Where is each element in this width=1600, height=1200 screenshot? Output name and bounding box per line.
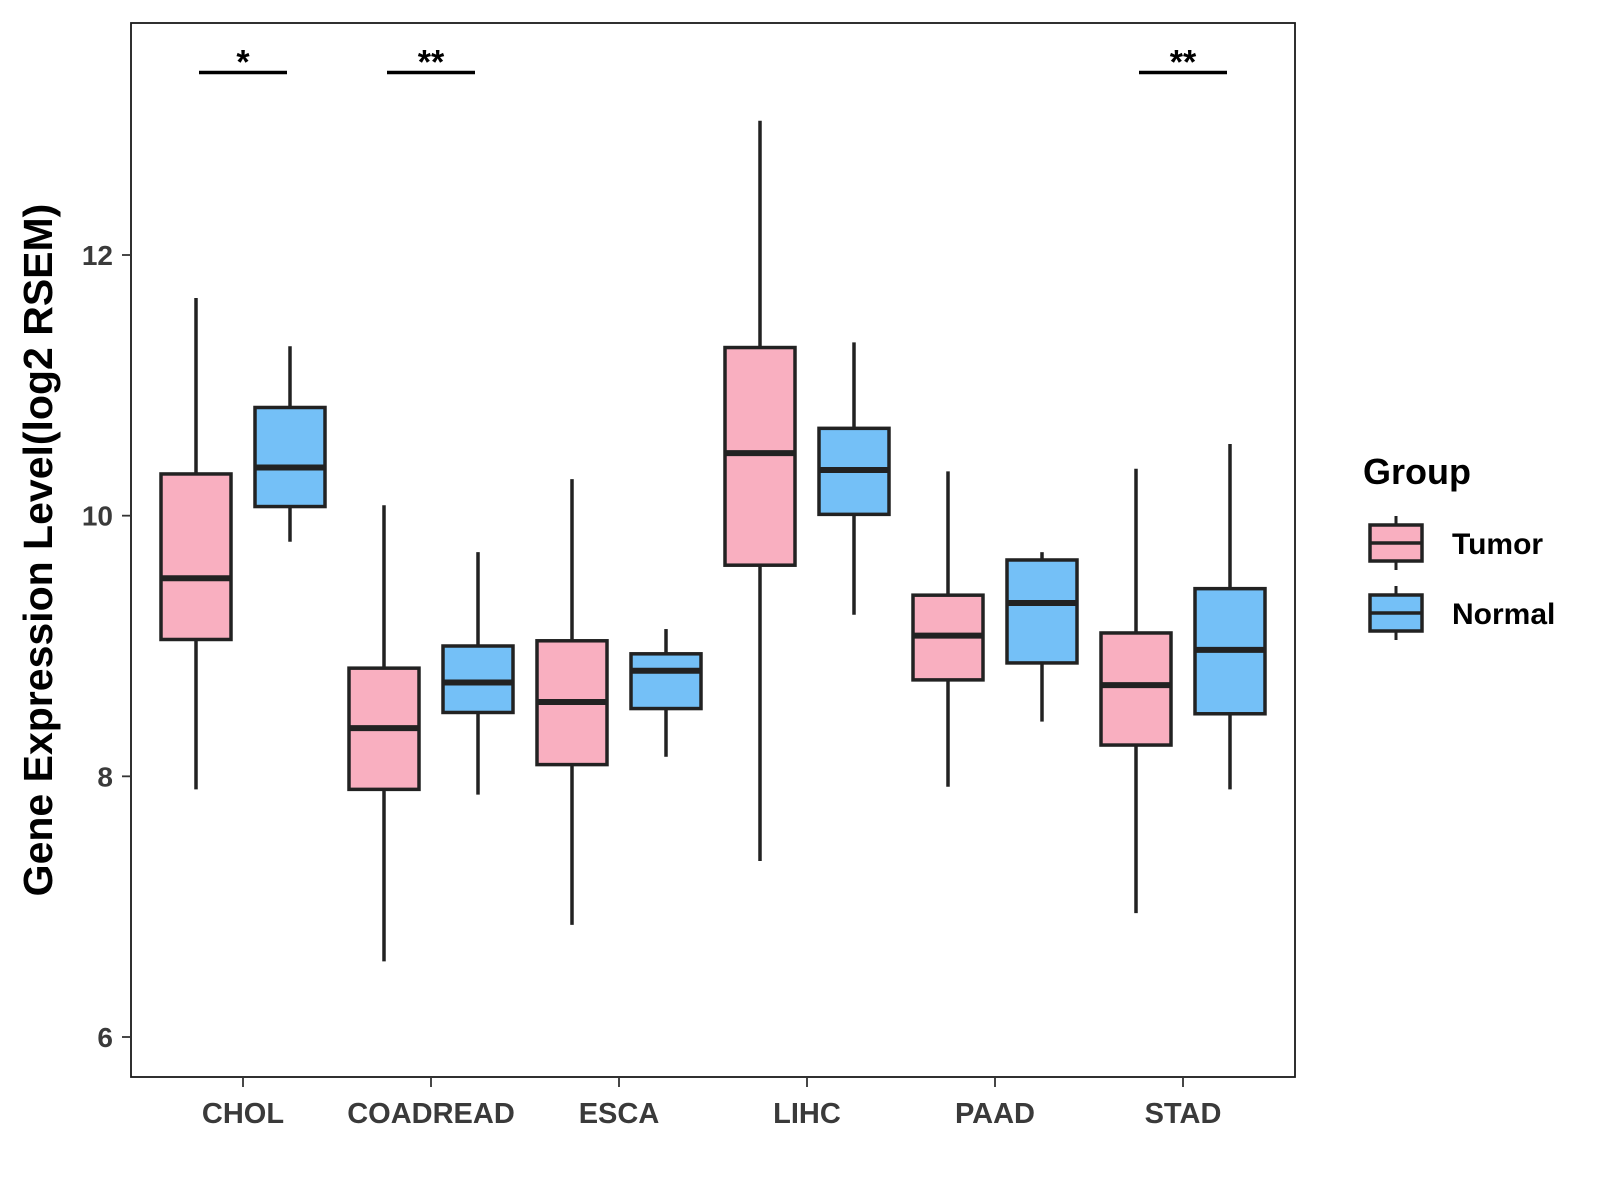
y-tick-label-8: 8 (97, 761, 113, 792)
box-chol-normal (253, 346, 327, 542)
x-tick-label-esca: ESCA (579, 1098, 660, 1130)
box-paad-tumor (911, 471, 985, 787)
legend-label-normal: Normal (1452, 598, 1555, 631)
y-axis: 6 8 10 12 (82, 240, 131, 1053)
plot-panel (130, 22, 1296, 1078)
box-paad-normal (1005, 552, 1079, 722)
legend-key-tumor (1368, 516, 1424, 570)
x-tick-label-paad: PAAD (955, 1098, 1035, 1130)
x-tick-label-coadread: COADREAD (347, 1098, 515, 1130)
legend-key-normal (1368, 586, 1424, 640)
box-stad-tumor (1099, 468, 1173, 914)
box-rect (253, 405, 327, 509)
x-tick-label-lihc: LIHC (773, 1098, 841, 1130)
x-tick-label-chol: CHOL (202, 1098, 284, 1130)
y-tick-label-6: 6 (97, 1022, 113, 1053)
y-tick-label-12: 12 (82, 240, 113, 271)
box-rect (1099, 631, 1173, 747)
legend: Group Tumor Normal (1363, 451, 1555, 640)
box-rect (723, 345, 797, 567)
box-rect (441, 644, 515, 715)
sig-label-coadread: ** (418, 44, 445, 82)
box-stad-normal (1193, 443, 1267, 790)
box-lihc-normal (817, 342, 891, 615)
y-tick-label-10: 10 (82, 501, 113, 532)
box-esca-tumor (535, 479, 609, 925)
box-chol-tumor (159, 298, 233, 790)
x-axis: CHOL COADREAD ESCA LIHC PAAD STAD (202, 1077, 1221, 1130)
y-axis-title: Gene Expression Level(log2 RSEM) (15, 204, 61, 897)
box-coadread-tumor (347, 505, 421, 962)
significance-layer: * ** ** (199, 44, 1227, 82)
legend-title: Group (1363, 451, 1471, 492)
x-tick-label-stad: STAD (1145, 1098, 1222, 1130)
sig-label-chol: * (236, 44, 250, 82)
box-coadread-normal (441, 552, 515, 795)
box-esca-normal (629, 629, 703, 757)
box-lihc-tumor (723, 120, 797, 862)
legend-label-tumor: Tumor (1452, 528, 1543, 561)
box-rect (159, 472, 233, 642)
boxes-layer (159, 120, 1267, 962)
box-rect (629, 652, 703, 711)
box-rect (1005, 558, 1079, 665)
sig-label-stad: ** (1170, 44, 1197, 82)
